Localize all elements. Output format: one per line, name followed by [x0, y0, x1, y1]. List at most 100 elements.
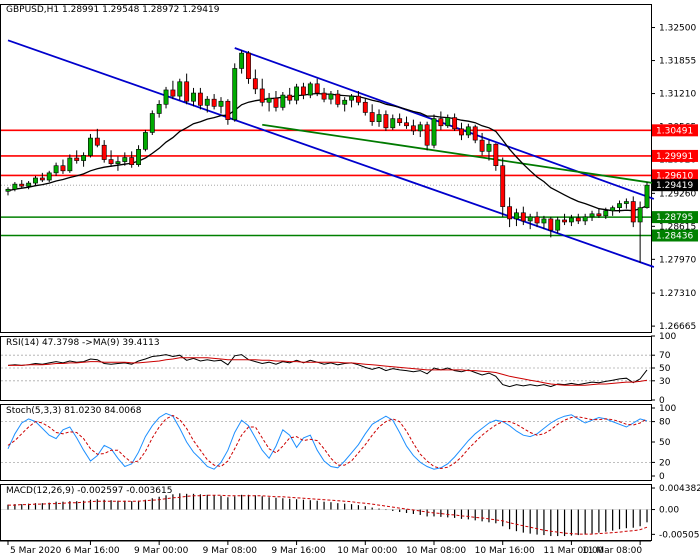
candle[interactable]: [53, 162, 59, 176]
candle[interactable]: [81, 152, 87, 167]
candle[interactable]: [301, 82, 306, 100]
candle[interactable]: [610, 205, 616, 216]
candle[interactable]: [555, 216, 561, 234]
stochastic-panel[interactable]: [1, 412, 651, 470]
candle[interactable]: [562, 213, 567, 226]
trend-line[interactable]: [234, 47, 655, 200]
candle[interactable]: [156, 100, 162, 118]
candle[interactable]: [362, 98, 368, 116]
candle[interactable]: [321, 87, 327, 103]
candle[interactable]: [177, 78, 183, 101]
candle[interactable]: [568, 214, 574, 227]
candle[interactable]: [142, 129, 148, 152]
candle[interactable]: [5, 187, 11, 196]
candle[interactable]: [486, 140, 492, 161]
candle[interactable]: [376, 109, 382, 127]
candle[interactable]: [94, 128, 100, 148]
candle[interactable]: [19, 180, 25, 189]
trend-line[interactable]: [262, 123, 655, 184]
candle[interactable]: [211, 94, 217, 110]
trend-line[interactable]: [7, 39, 655, 268]
candle[interactable]: [26, 181, 32, 190]
candle[interactable]: [259, 78, 265, 107]
candle[interactable]: [33, 175, 38, 187]
macd-panel[interactable]: [1, 493, 651, 537]
candle[interactable]: [438, 111, 444, 130]
candle[interactable]: [527, 213, 533, 230]
candle[interactable]: [617, 200, 622, 213]
candle[interactable]: [191, 87, 196, 107]
candle[interactable]: [314, 78, 320, 97]
candle[interactable]: [266, 93, 272, 112]
candle[interactable]: [589, 210, 595, 221]
candle[interactable]: [603, 207, 609, 219]
candle[interactable]: [637, 201, 643, 263]
candle[interactable]: [541, 215, 547, 230]
candle[interactable]: [170, 80, 176, 100]
candle[interactable]: [287, 87, 293, 105]
candle[interactable]: [520, 206, 526, 226]
candle[interactable]: [369, 104, 375, 126]
candle[interactable]: [410, 119, 416, 135]
candle[interactable]: [74, 150, 80, 164]
candle[interactable]: [431, 114, 437, 149]
candle[interactable]: [397, 113, 403, 126]
candle[interactable]: [514, 208, 519, 227]
candle[interactable]: [307, 81, 313, 99]
candle[interactable]: [417, 121, 423, 138]
candle[interactable]: [328, 90, 334, 105]
candle[interactable]: [342, 97, 348, 112]
candle[interactable]: [232, 63, 238, 122]
candle[interactable]: [12, 182, 18, 192]
candle[interactable]: [383, 110, 389, 131]
candle[interactable]: [218, 97, 224, 114]
candle[interactable]: [472, 124, 478, 144]
candle[interactable]: [534, 211, 540, 228]
candle[interactable]: [500, 157, 506, 217]
candle[interactable]: [623, 198, 629, 209]
candle[interactable]: [575, 213, 581, 225]
candle[interactable]: [479, 132, 485, 156]
candle[interactable]: [115, 156, 121, 171]
candle[interactable]: [136, 145, 141, 167]
candle[interactable]: [122, 152, 128, 166]
candle[interactable]: [424, 121, 430, 151]
candle[interactable]: [404, 116, 409, 129]
candle[interactable]: [445, 114, 451, 128]
candle[interactable]: [239, 50, 245, 74]
candle[interactable]: [273, 90, 279, 112]
candle[interactable]: [46, 170, 52, 183]
candle[interactable]: [390, 114, 396, 130]
candle[interactable]: [129, 151, 135, 168]
candle[interactable]: [294, 83, 300, 105]
candle[interactable]: [465, 123, 471, 139]
candle[interactable]: [630, 196, 636, 228]
candle[interactable]: [197, 87, 203, 110]
candle[interactable]: [184, 73, 190, 105]
candle[interactable]: [507, 197, 513, 228]
candle[interactable]: [335, 89, 341, 108]
candle[interactable]: [548, 216, 554, 238]
rsi-panel[interactable]: [1, 354, 651, 388]
candle[interactable]: [452, 113, 458, 131]
candle[interactable]: [459, 122, 464, 141]
candle[interactable]: [67, 154, 73, 173]
candle[interactable]: [60, 159, 66, 174]
candle[interactable]: [149, 110, 155, 135]
candle[interactable]: [349, 94, 354, 108]
candle[interactable]: [493, 143, 499, 171]
candle[interactable]: [39, 172, 45, 183]
price-panel[interactable]: [1, 39, 655, 268]
candle[interactable]: [252, 69, 258, 95]
candle[interactable]: [280, 92, 286, 111]
candle[interactable]: [225, 99, 231, 125]
candle[interactable]: [582, 213, 588, 226]
candle[interactable]: [88, 133, 93, 158]
candle[interactable]: [355, 90, 361, 106]
candle[interactable]: [204, 96, 210, 113]
candle[interactable]: [163, 86, 169, 109]
candle[interactable]: [101, 140, 107, 163]
candle[interactable]: [108, 150, 114, 167]
candle[interactable]: [644, 182, 650, 209]
candle[interactable]: [596, 208, 602, 218]
